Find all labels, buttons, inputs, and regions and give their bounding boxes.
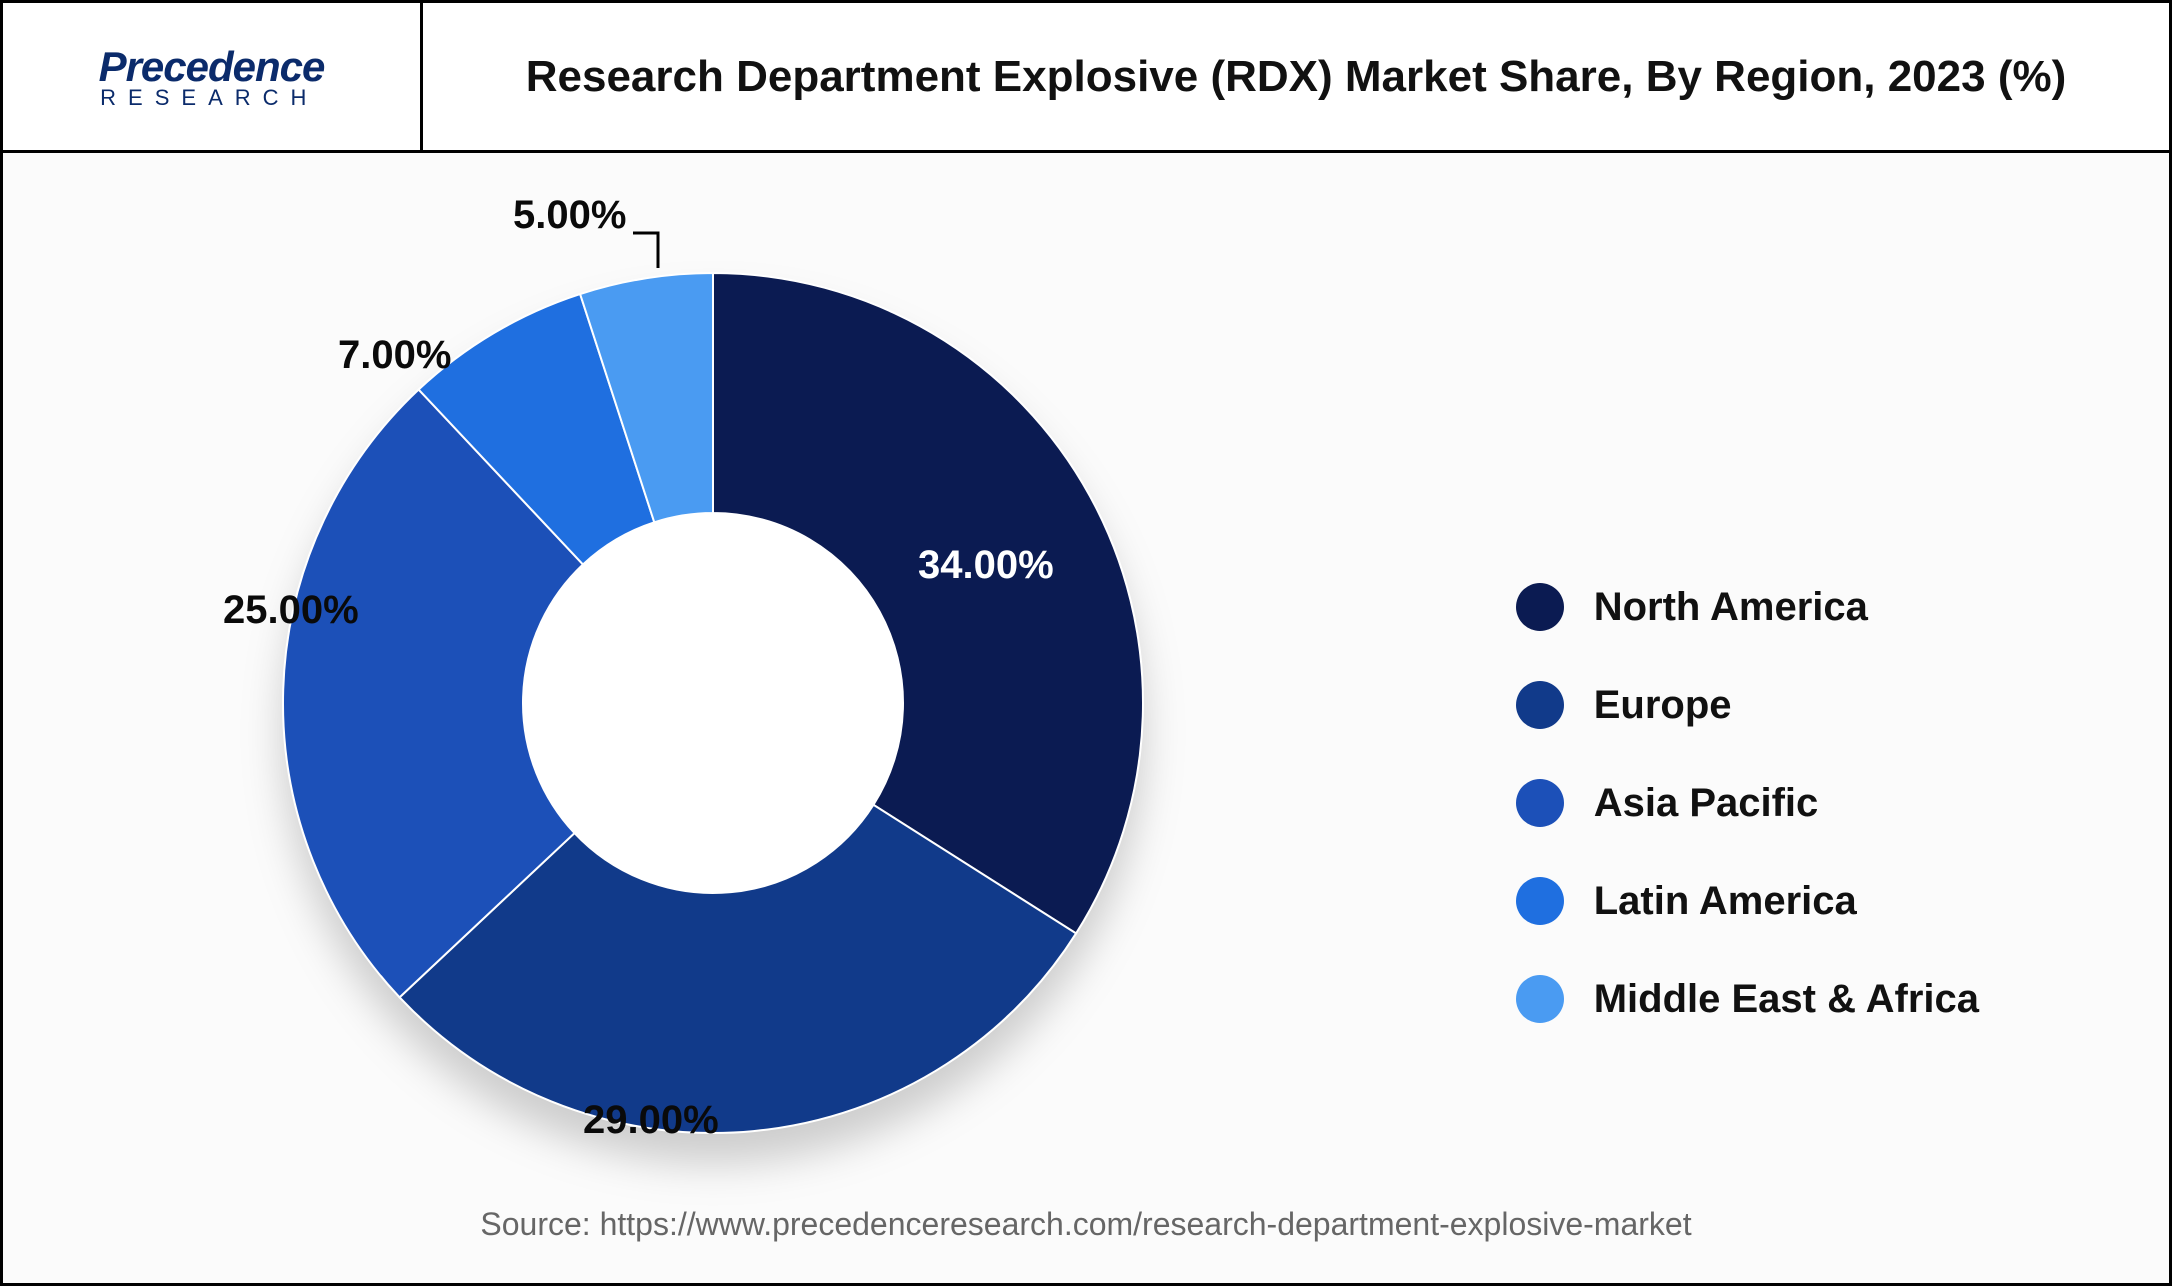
legend-item: Middle East & Africa [1516,975,1979,1023]
chart-title: Research Department Explosive (RDX) Mark… [526,52,2067,102]
slice-label: 5.00% [513,193,626,238]
legend-label: Europe [1594,683,1732,728]
legend-swatch [1516,877,1564,925]
logo-cell: Precedence RESEARCH [3,3,423,150]
legend-item: North America [1516,583,1979,631]
source-url: https://www.precedenceresearch.com/resea… [600,1206,1692,1242]
logo: Precedence RESEARCH [99,43,325,111]
slice-label: 34.00% [918,543,1054,588]
legend-swatch [1516,975,1564,1023]
slice-label: 25.00% [223,588,359,633]
slice-label: 7.00% [338,333,451,378]
legend-label: Asia Pacific [1594,781,1819,826]
title-cell: Research Department Explosive (RDX) Mark… [423,52,2169,102]
slice-label: 29.00% [583,1098,719,1143]
chart-frame: Precedence RESEARCH Research Department … [0,0,2172,1286]
source-prefix: Source: [480,1206,599,1242]
donut-hole [523,513,903,893]
legend-swatch [1516,779,1564,827]
source-text: Source: https://www.precedenceresearch.c… [3,1206,2169,1243]
legend: North America Europe Asia Pacific Latin … [1516,583,1979,1023]
header: Precedence RESEARCH Research Department … [3,3,2169,153]
legend-item: Asia Pacific [1516,779,1979,827]
legend-label: North America [1594,585,1868,630]
donut-chart: 34.00% 29.00% 25.00% 7.00% 5.00% [263,193,1163,1193]
logo-sub: RESEARCH [99,85,325,111]
legend-item: Europe [1516,681,1979,729]
logo-main: Precedence [99,43,325,90]
legend-label: Latin America [1594,879,1857,924]
legend-swatch [1516,681,1564,729]
legend-item: Latin America [1516,877,1979,925]
legend-swatch [1516,583,1564,631]
chart-body: 34.00% 29.00% 25.00% 7.00% 5.00% North A… [3,153,2169,1283]
legend-label: Middle East & Africa [1594,977,1979,1022]
donut-svg [263,253,1163,1153]
